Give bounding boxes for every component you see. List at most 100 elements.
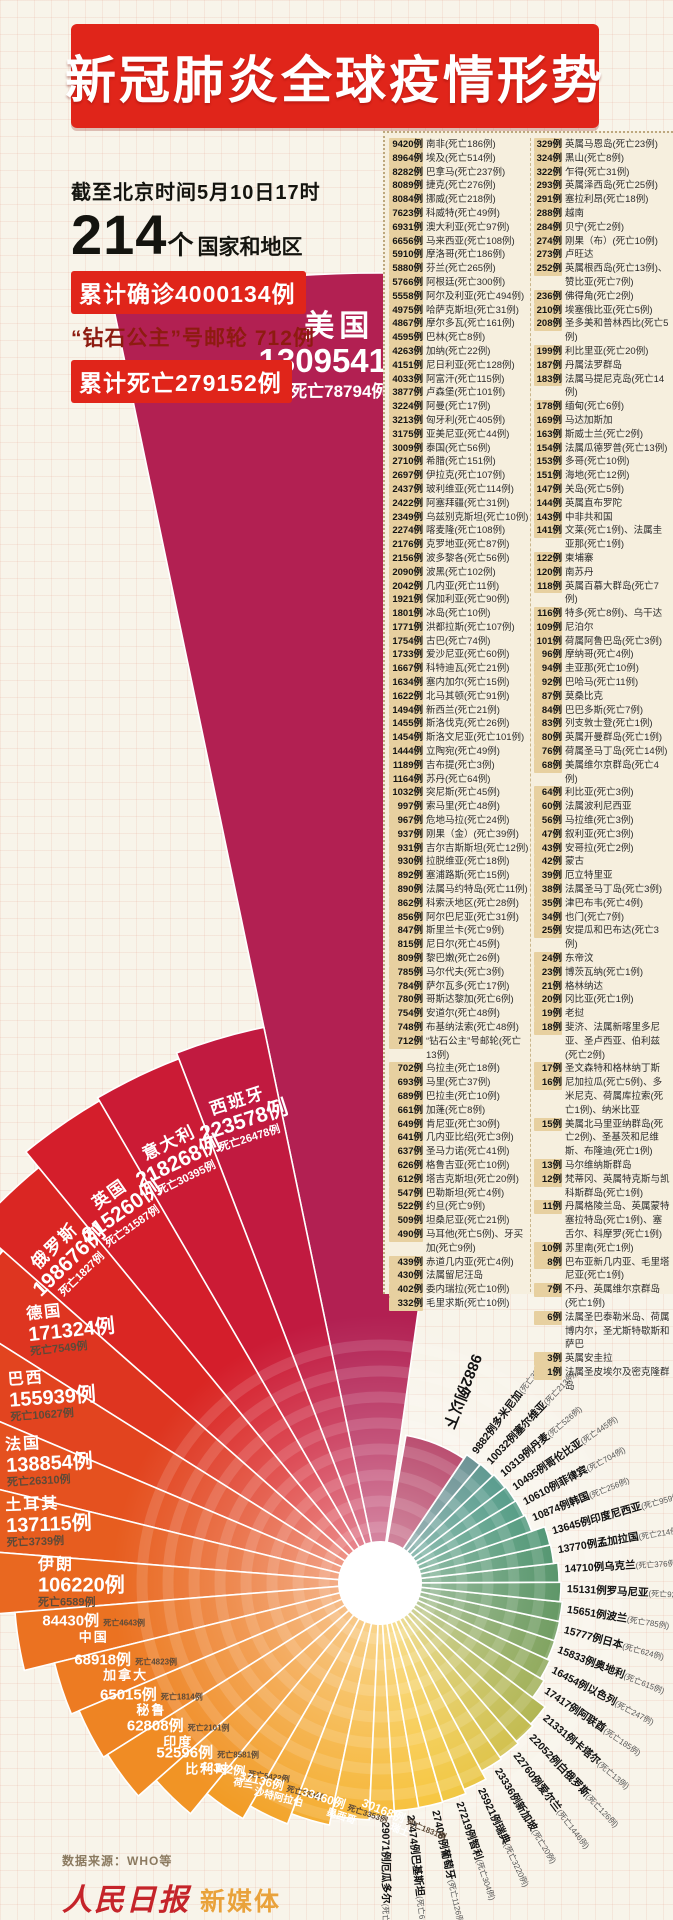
list-item: 19例 老挝	[533, 1007, 671, 1021]
case-count-badge: 931例	[389, 841, 423, 856]
country-desc: 塞内加尔(死亡15例)	[426, 677, 510, 689]
country-desc: 卢旺达	[564, 249, 594, 261]
case-count-badge: 997例	[389, 800, 423, 815]
country-desc: 马里(死亡37例)	[426, 1077, 491, 1089]
list-item: 96例 摩纳哥(死亡4例)	[533, 648, 671, 663]
list-item: 2176例 克罗地亚(死亡87例)	[389, 538, 530, 552]
list-item: 862例 科索沃地区(死亡28例)	[389, 896, 530, 911]
case-count-badge: 2349例	[389, 510, 423, 525]
list-item: 18例 斐济、法属新喀里多尼亚、圣卢西亚、伯利兹(死亡2例)	[533, 1021, 671, 1062]
case-count-badge: 60例	[533, 800, 562, 815]
case-count-badge: 439例	[389, 1255, 423, 1270]
case-count-badge: 522例	[389, 1200, 423, 1215]
case-count-badge: 1454例	[389, 731, 423, 746]
list-item: 1494例 新西兰(死亡21例)	[389, 703, 530, 718]
list-item: 2156例 波多黎各(死亡56例)	[389, 551, 530, 566]
case-count-badge: 3009例	[389, 441, 423, 456]
wedge-country: 秘鲁	[136, 1702, 167, 1718]
case-count-badge: 8084例	[389, 193, 423, 207]
wedge-label-伊朗: 伊朗 106220例 死亡6589例	[38, 1557, 125, 1610]
case-count-badge: 8282例	[389, 165, 423, 180]
case-count-badge: 21例	[533, 979, 562, 994]
country-desc: 圣马力诺(死亡41例)	[426, 1146, 510, 1158]
country-desc: 乍得(死亡31例)	[564, 166, 630, 178]
case-count-badge: 815例	[389, 938, 423, 953]
case-count-badge: 23例	[533, 965, 562, 980]
case-count-badge: 1164例	[389, 772, 423, 787]
list-item: 208例 圣多美和普林西比(死亡5例)	[533, 317, 671, 345]
wedge-deaths: 死亡6589例	[38, 1596, 96, 1609]
case-count-badge: 1771例	[389, 620, 423, 635]
case-count-badge: 1622例	[389, 689, 423, 704]
confirmed-total-badge: 累计确诊4000134例	[71, 271, 306, 314]
list-item: 1801例 冰岛(死亡10例)	[389, 607, 530, 621]
country-desc: 斯威士兰(死亡2例)	[564, 428, 644, 440]
list-item: 25例 安提瓜和巴布达(死亡3例)	[533, 924, 671, 952]
case-count-badge: 12例	[533, 1172, 562, 1187]
list-item: 84例 巴巴多斯(死亡7例)	[533, 703, 671, 718]
country-desc: 圣多美和普林西比(死亡5例)	[564, 318, 669, 344]
list-item: 509例 坦桑尼亚(死亡21例)	[389, 1214, 530, 1228]
case-count-badge: 4263例	[389, 344, 423, 359]
case-count-badge: 689例	[389, 1089, 423, 1104]
wedge-country: 加拿大	[103, 1667, 149, 1683]
country-list-column-2: 329例 英属马恩岛(死亡23例) 324例 黑山(死亡8例) 322例 乍得(死亡31例…	[529, 138, 671, 1392]
wedge-country: 伊朗	[38, 1556, 75, 1574]
country-desc: 乌拉圭(死亡18例)	[426, 1063, 500, 1075]
country-desc: 苏丹(死亡64例)	[426, 773, 491, 785]
case-count-badge: 109例	[533, 620, 562, 635]
country-desc: 萨尔瓦多(死亡17例)	[426, 980, 510, 992]
list-item: 329例 英属马恩岛(死亡23例)	[533, 138, 671, 152]
case-count-badge: 19例	[533, 1007, 562, 1021]
country-desc: 阿塞拜疆(死亡31例)	[426, 497, 510, 509]
country-desc: 圣文森特和格林纳丁斯	[564, 1063, 660, 1075]
country-desc: 摩洛哥(死亡186例)	[426, 249, 506, 261]
list-item: 144例 英属直布罗陀	[533, 496, 671, 511]
country-desc: 亚美尼亚(死亡44例)	[426, 428, 510, 440]
country-desc: 阿尔巴尼亚(死亡31例)	[426, 911, 519, 923]
country-desc: 英属开曼群岛(死亡1例)	[564, 732, 663, 744]
case-count-badge: 76例	[533, 745, 562, 759]
list-item: 324例 黑山(死亡8例)	[533, 151, 671, 166]
wedge-country: 中国	[78, 1629, 109, 1645]
case-count-badge: 4151例	[389, 358, 423, 373]
country-desc: 利比亚(死亡3例)	[564, 787, 634, 799]
list-item: 120例 南苏丹	[533, 565, 671, 580]
list-item: 402例 委内瑞拉(死亡10例)	[389, 1283, 530, 1297]
country-desc: 英属直布罗陀	[564, 497, 622, 509]
case-count-badge: 1733例	[389, 648, 423, 663]
country-desc: 芬兰(死亡265例)	[426, 263, 496, 275]
list-item: 2090例 波黑(死亡102例)	[389, 565, 530, 580]
country-desc: 荷属圣马丁岛(死亡14例)	[564, 746, 668, 758]
list-item: 2349例 乌兹别克斯坦(死亡10例)	[389, 510, 530, 525]
new-media-label: 新媒体	[200, 1888, 282, 1916]
list-item: 661例 加蓬(死亡8例)	[389, 1103, 530, 1118]
country-desc: 法属圣巴泰勒米岛、荷属博内尔，圣尤斯特歇斯和萨巴	[564, 1311, 670, 1351]
list-item: 68例 美属维尔京群岛(死亡4例)	[533, 758, 671, 787]
case-count-badge: 8例	[533, 1255, 562, 1270]
country-desc: 立陶宛(死亡49例)	[426, 746, 500, 758]
list-item: 147例 关岛(死亡5例)	[533, 482, 671, 497]
case-count-badge: 288例	[533, 206, 562, 221]
list-item: 252例 英属根西岛(死亡13例)、赞比亚(死亡7例)	[533, 262, 671, 290]
case-count-badge: 1494例	[389, 703, 423, 718]
case-count-badge: 43例	[533, 841, 562, 856]
country-desc: 利比里亚(死亡20例)	[564, 345, 649, 357]
list-item: 626例 格鲁吉亚(死亡10例)	[389, 1158, 530, 1173]
country-desc: 佛得角(死亡2例)	[564, 290, 634, 302]
country-desc: 北马其顿(死亡91例)	[426, 690, 510, 702]
country-desc: 肯尼亚(死亡30例)	[426, 1118, 500, 1130]
case-count-badge: 4867例	[389, 317, 423, 332]
case-count-badge: 169例	[533, 413, 562, 428]
country-desc: 梵蒂冈、英属特克斯与凯科斯群岛(死亡1例)	[564, 1173, 670, 1199]
list-item: 967例 危地马拉(死亡24例)	[389, 814, 530, 828]
country-desc: 格鲁吉亚(死亡10例)	[426, 1159, 510, 1171]
case-count-badge: 2697例	[389, 469, 423, 483]
list-item: 169例 马达加斯加	[533, 413, 671, 428]
case-count-badge: 64例	[533, 786, 562, 801]
list-item: 5880例 芬兰(死亡265例)	[389, 262, 530, 276]
list-item: 1733例 爱沙尼亚(死亡60例)	[389, 648, 530, 663]
wedge-country: 印度	[163, 1734, 194, 1750]
list-item: 1例 法属圣皮埃尔及密克隆群岛	[533, 1365, 671, 1394]
brand-logo: 人民日报 新媒体	[62, 1875, 281, 1919]
